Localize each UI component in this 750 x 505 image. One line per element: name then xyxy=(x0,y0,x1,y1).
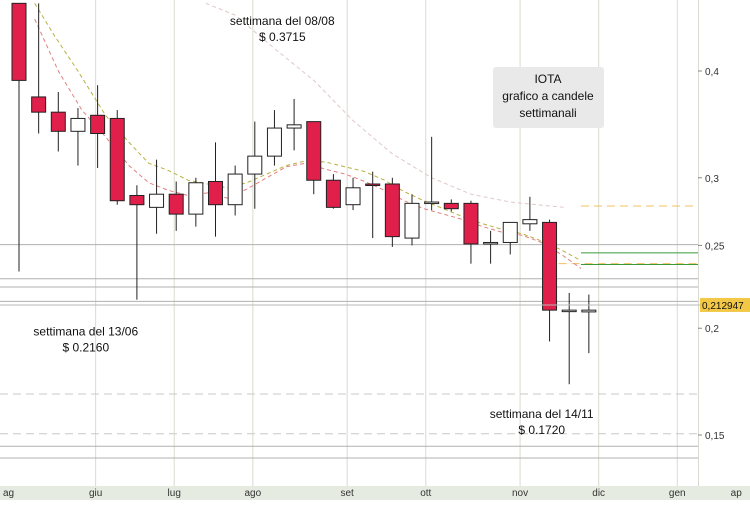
y-tick-label: 0,15 xyxy=(705,431,725,442)
x-tick-label: ott xyxy=(420,488,431,499)
candle-body-bearish xyxy=(90,114,106,135)
candle xyxy=(365,171,381,239)
candles xyxy=(11,2,597,385)
candle xyxy=(31,3,47,134)
candle-body-bearish xyxy=(11,2,27,81)
y-tick-label: 0,2 xyxy=(705,324,719,335)
candle xyxy=(286,98,302,151)
candle xyxy=(325,174,341,209)
candle-body-bullish xyxy=(266,127,282,157)
candle-body-bullish xyxy=(227,173,243,206)
candle-body-bearish xyxy=(443,202,459,210)
candle-body-bearish xyxy=(365,183,381,187)
candle-body-bullish xyxy=(149,193,165,208)
candle-body-bearish xyxy=(542,221,558,311)
y-axis-ticks: 0,4 0,3 0,25 0,2 0,15 xyxy=(698,67,725,442)
candle xyxy=(443,199,459,212)
annotation-text: settimana del 08/08 xyxy=(230,14,335,28)
candle-body-bearish xyxy=(384,183,400,238)
y-tick-label: 0,25 xyxy=(705,241,725,252)
candle xyxy=(561,292,577,385)
candle-body-bearish xyxy=(50,111,66,132)
candle xyxy=(90,85,106,168)
candle-body-bullish xyxy=(345,187,361,206)
candle-body-bearish xyxy=(129,194,145,206)
title-box-background xyxy=(493,67,604,128)
candle xyxy=(306,121,322,195)
candle xyxy=(404,194,420,246)
candle-body-bearish xyxy=(306,121,322,181)
x-tick-label: gen xyxy=(669,488,686,499)
candle xyxy=(247,121,263,209)
candle xyxy=(581,294,597,354)
candle xyxy=(345,177,361,211)
annotations: settimana del 08/08 $ 0.3715 settimana del… xyxy=(33,14,593,437)
candle-body-bearish xyxy=(168,193,184,215)
candle-body-bearish xyxy=(109,117,125,202)
current-price-label: 0,212947 xyxy=(0,297,750,312)
x-tick-label: ap xyxy=(731,488,743,499)
candle xyxy=(227,165,243,216)
candle-body-bullish xyxy=(247,155,263,175)
candle xyxy=(188,177,204,227)
candle-body-bullish xyxy=(70,117,86,132)
annotation-text: settimana del 13/06 xyxy=(33,325,138,339)
candle-body-bullish xyxy=(522,219,538,225)
candle xyxy=(109,110,125,205)
annotation-text: settimana del 14/11 xyxy=(490,407,594,421)
candle xyxy=(208,142,223,237)
x-tick-label: dic xyxy=(592,488,605,499)
title-box-text: grafico a candele xyxy=(502,89,594,103)
candle-body-bullish xyxy=(424,201,440,205)
candle-body-bearish xyxy=(208,180,223,206)
x-tick-label: set xyxy=(340,488,354,499)
annotation-text: $ 0.1720 xyxy=(518,423,565,437)
candle xyxy=(50,91,66,152)
candle xyxy=(542,219,558,342)
candle-body-bullish xyxy=(483,241,499,245)
x-tick-label: nov xyxy=(512,488,528,499)
x-tick-label: giu xyxy=(89,488,102,499)
level-lines xyxy=(0,205,698,459)
x-tick-label: lug xyxy=(168,488,181,499)
candle xyxy=(266,110,282,166)
moving-average-line xyxy=(205,2,566,208)
candle-body-bullish xyxy=(404,202,420,239)
y-axis-panel xyxy=(698,0,750,486)
title-box-text: settimanali xyxy=(519,106,576,120)
candle xyxy=(149,159,165,234)
candle-body-bullish xyxy=(188,182,204,215)
candle xyxy=(168,181,184,231)
candle xyxy=(70,108,86,166)
candle-body-bearish xyxy=(325,179,341,208)
candle-body-bearish xyxy=(31,96,47,113)
annotation-text: $ 0.2160 xyxy=(62,341,109,355)
title-box: IOTA grafico a candele settimanali xyxy=(493,67,604,128)
candle xyxy=(463,200,479,264)
x-tick-label: ag xyxy=(3,488,14,499)
candle xyxy=(502,221,518,255)
current-price-text: 0,212947 xyxy=(702,301,744,312)
x-axis-ticks: ag giu lug ago set ott nov dic gen ap xyxy=(3,488,742,499)
candle xyxy=(11,2,27,272)
candle-body-bullish xyxy=(502,221,518,243)
candle-body-bearish xyxy=(463,202,479,245)
candle-body-bullish xyxy=(561,309,577,313)
current-price-box xyxy=(700,297,750,312)
candle xyxy=(483,230,499,264)
y-tick-label: 0,3 xyxy=(705,174,719,185)
x-tick-label: ago xyxy=(244,488,261,499)
candle-body-bullish xyxy=(286,124,302,129)
title-box-text: IOTA xyxy=(534,72,561,86)
candle xyxy=(424,136,440,211)
candle xyxy=(522,196,538,231)
annotation-text: $ 0.3715 xyxy=(259,30,306,44)
candle-body-bullish xyxy=(581,309,597,313)
x-axis-strip xyxy=(0,486,750,500)
candle xyxy=(384,177,400,247)
y-tick-label: 0,4 xyxy=(705,67,719,78)
candle xyxy=(129,185,145,300)
